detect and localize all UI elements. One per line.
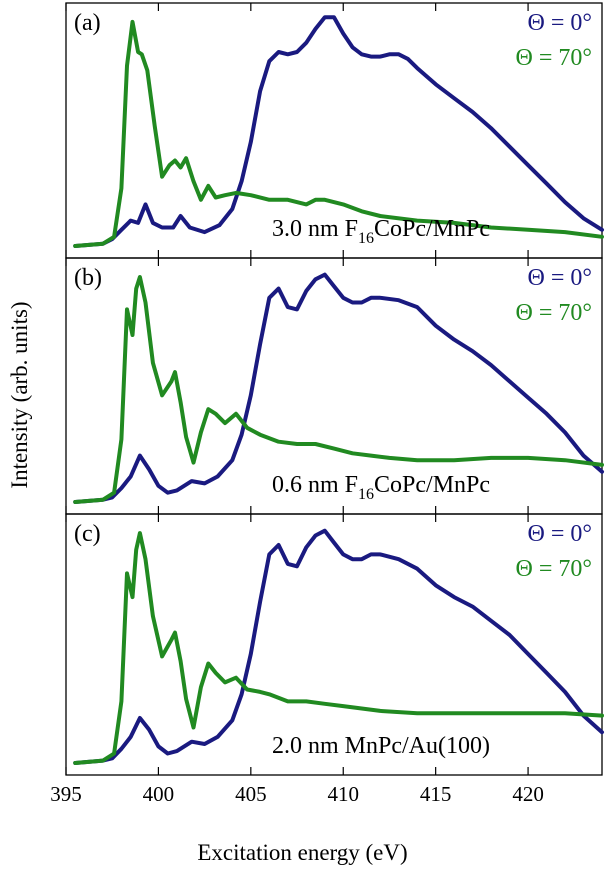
sample-label: 3.0 nm F16CoPc/MnPc [272,216,490,247]
panel-label: (a) [74,10,101,36]
series-line-theta-0 [73,272,604,504]
x-axis-title: Excitation energy (eV) [197,840,408,865]
series-line-theta-70 [73,19,604,248]
x-tick-label: 405 [235,782,267,806]
legend-entry: Θ = 70° [516,45,592,71]
series-line-theta-0 [73,528,604,765]
legend-entry: Θ = 0° [528,10,592,36]
panel-label: (b) [74,265,102,291]
x-tick-label: 395 [50,782,82,806]
x-tick-label: 415 [420,782,452,806]
y-axis-title: Intensity (arb. units) [7,301,32,489]
x-tick-label: 400 [143,782,175,806]
series-line-theta-0 [73,15,604,248]
legend-entry: Θ = 0° [528,265,592,291]
sample-label: 2.0 nm MnPc/Au(100) [272,733,490,759]
panel-frame-3 [65,513,603,776]
panel-label: (c) [74,521,101,547]
sample-label: 0.6 nm F16CoPc/MnPc [272,472,490,503]
legend-entry: Θ = 0° [528,521,592,547]
series-line-theta-70 [73,531,604,765]
series-line-theta-70 [73,275,604,504]
x-tick-label: 410 [327,782,359,806]
legend-entry: Θ = 70° [516,556,592,582]
legend-entry: Θ = 70° [516,300,592,326]
x-tick-label: 420 [512,782,544,806]
